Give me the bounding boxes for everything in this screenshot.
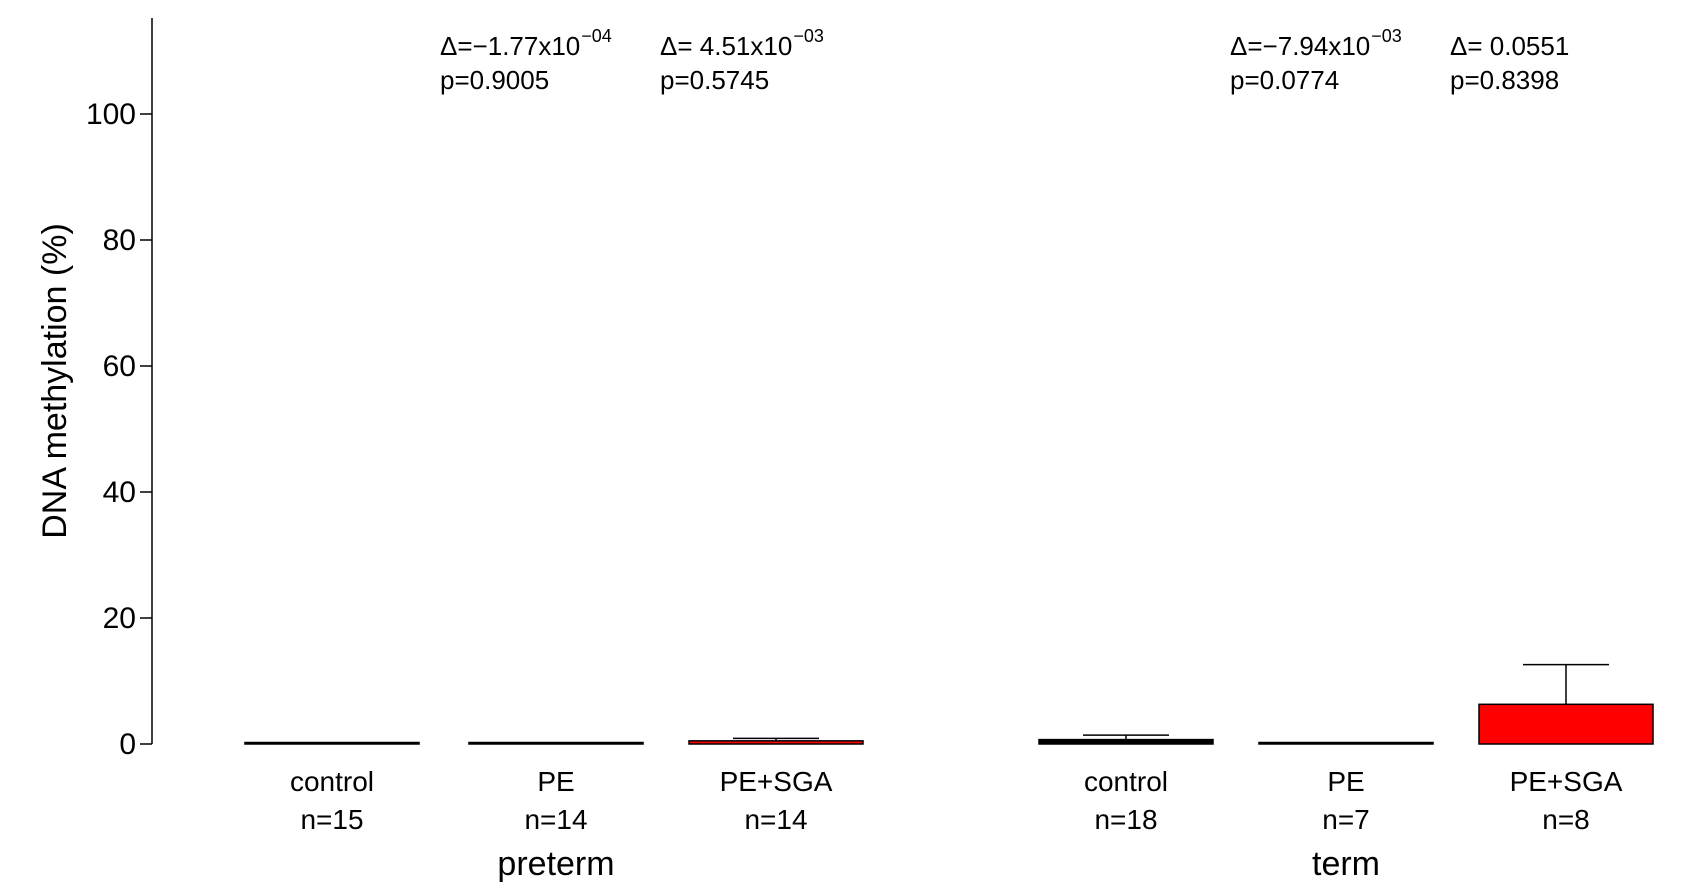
bar	[688, 740, 864, 745]
bar	[468, 741, 644, 745]
y-tick-label: 80	[103, 224, 136, 257]
n-label: n=7	[1322, 804, 1370, 835]
bar	[244, 741, 420, 745]
delta-exponent: −03	[793, 26, 824, 46]
y-tick-label: 100	[86, 98, 136, 131]
category-label: PE+SGA	[720, 766, 833, 797]
bar	[1038, 738, 1214, 745]
delta-exponent: −03	[1371, 26, 1402, 46]
bars: control n=15 PE n=14 Δ=−1.77x10 −04 p=0.9005 PE…	[244, 26, 1654, 883]
p-value-annotation: p=0.5745	[660, 65, 769, 95]
category-label: control	[1084, 766, 1168, 797]
n-label: n=8	[1542, 804, 1590, 835]
y-tick-label: 0	[119, 728, 136, 761]
category-label: control	[290, 766, 374, 797]
delta-annotation: Δ= 4.51x10	[660, 31, 792, 61]
bar	[1478, 703, 1654, 745]
y-axis-label: DNA methylation (%)	[36, 223, 74, 539]
n-label: n=15	[300, 804, 363, 835]
p-value-annotation: p=0.0774	[1230, 65, 1339, 95]
n-label: n=14	[524, 804, 587, 835]
group-label: preterm	[497, 845, 614, 883]
p-value-annotation: p=0.9005	[440, 65, 549, 95]
delta-annotation: Δ= 0.0551	[1450, 31, 1569, 61]
category-label: PE	[537, 766, 574, 797]
category-label: PE	[1327, 766, 1364, 797]
group-label: term	[1312, 845, 1380, 883]
delta-annotation: Δ=−7.94x10	[1230, 31, 1370, 61]
delta-exponent: −04	[581, 26, 612, 46]
y-tick-label: 60	[103, 350, 136, 383]
category-label: PE+SGA	[1510, 766, 1623, 797]
delta-annotation: Δ=−1.77x10	[440, 31, 580, 61]
n-label: n=14	[744, 804, 807, 835]
p-value-annotation: p=0.8398	[1450, 65, 1559, 95]
bar	[1258, 741, 1434, 745]
n-label: n=18	[1094, 804, 1157, 835]
y-tick-label: 40	[103, 476, 136, 509]
y-tick-label: 20	[103, 602, 136, 635]
y-axis-ticks: 0 20 40 60 80 100	[86, 98, 152, 761]
